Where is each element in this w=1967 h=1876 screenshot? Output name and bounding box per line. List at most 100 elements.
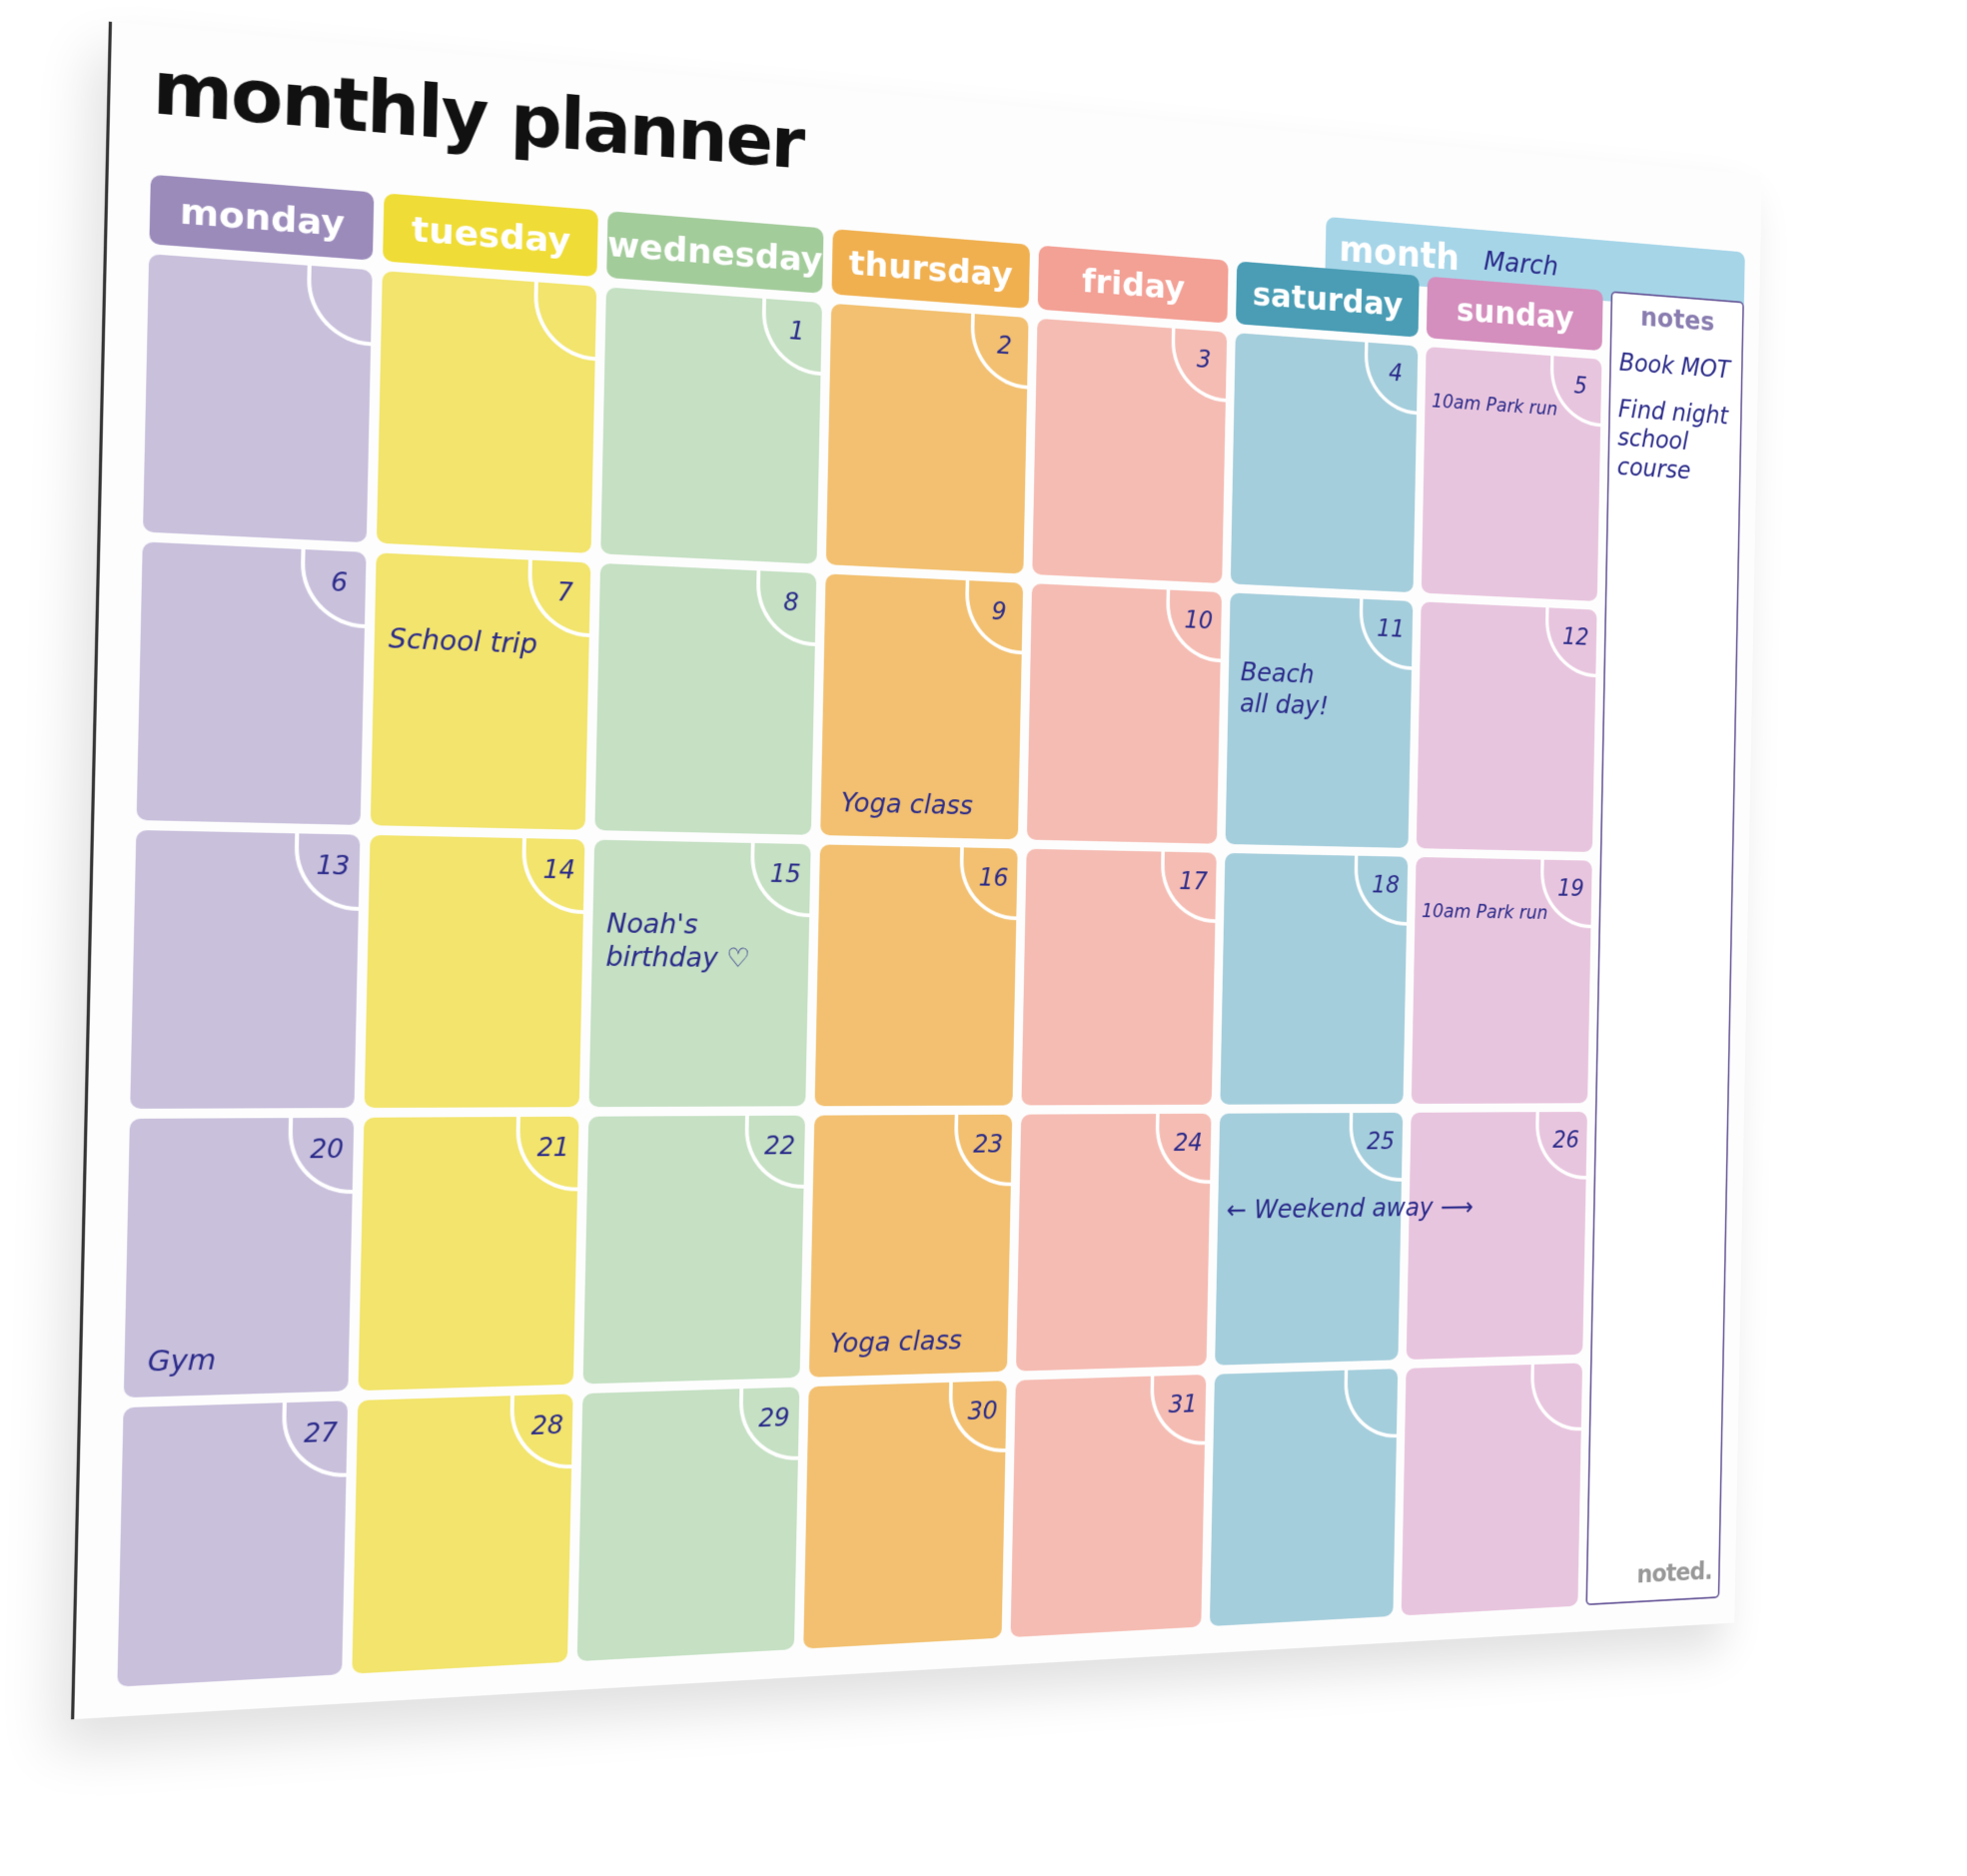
date-number: 27: [303, 1418, 339, 1449]
date-corner: [306, 265, 373, 347]
date-corner: 31: [1149, 1375, 1207, 1447]
day-header-sunday: sunday: [1426, 276, 1603, 352]
day-cell[interactable]: 1: [600, 287, 822, 564]
date-number: 8: [783, 588, 800, 618]
day-cell[interactable]: 22: [582, 1115, 805, 1385]
day-cell[interactable]: 11 Beach all day!: [1225, 592, 1414, 848]
day-cell[interactable]: 2: [825, 303, 1029, 574]
date-number: 23: [972, 1131, 1004, 1160]
day-cell[interactable]: 26: [1406, 1111, 1587, 1361]
date-number: 18: [1372, 871, 1401, 900]
date-corner: 20: [287, 1117, 355, 1195]
date-number: 31: [1168, 1391, 1198, 1419]
day-cell[interactable]: 31: [1010, 1375, 1207, 1638]
notes-panel[interactable]: notes Book MOT Find night school course …: [1585, 291, 1744, 1606]
date-corner: 4: [1363, 342, 1419, 416]
date-corner: 21: [514, 1116, 579, 1193]
day-cell[interactable]: 27: [117, 1401, 349, 1687]
date-number: 25: [1366, 1128, 1396, 1156]
date-number: 1: [788, 317, 805, 347]
date-corner: 6: [299, 548, 367, 628]
date-number: 16: [978, 864, 1009, 893]
date-corner: 13: [293, 833, 361, 911]
date-number: 13: [316, 851, 351, 882]
planner-board: monthly planner month March notes Book M…: [71, 21, 1762, 1720]
date-corner: 22: [743, 1115, 805, 1190]
date-corner: 7: [526, 559, 591, 637]
brand-logo: noted.: [1636, 1556, 1713, 1589]
date-corner: 3: [1170, 328, 1228, 403]
day-cell[interactable]: 30: [802, 1381, 1007, 1649]
date-number: 7: [556, 578, 573, 608]
month-value[interactable]: March: [1483, 245, 1559, 283]
date-corner: 29: [737, 1387, 799, 1462]
day-header-saturday: saturday: [1235, 261, 1420, 338]
date-number: 21: [536, 1134, 570, 1164]
day-cell[interactable]: 12: [1416, 601, 1597, 852]
date-corner: 27: [281, 1401, 349, 1479]
day-cell[interactable]: 23 Yoga class: [808, 1114, 1013, 1378]
day-cell[interactable]: 9 Yoga class: [819, 573, 1023, 840]
day-cell[interactable]: 10: [1026, 583, 1222, 844]
day-cell[interactable]: [143, 254, 373, 543]
handwritten-entry: Yoga class: [829, 1325, 963, 1360]
calendar-grid: notes Book MOT Find night school course …: [117, 174, 1744, 1687]
date-corner: 17: [1159, 851, 1217, 923]
handwritten-entry: 10am Park run: [1421, 900, 1548, 924]
day-cell[interactable]: 24: [1015, 1113, 1212, 1372]
handwritten-entry: Gym: [147, 1343, 217, 1379]
date-number: 24: [1173, 1129, 1203, 1158]
date-number: 9: [991, 597, 1007, 626]
date-corner: 2: [969, 313, 1029, 390]
date-number: 29: [758, 1404, 790, 1433]
day-cell[interactable]: 25 ← Weekend away ⟶: [1214, 1112, 1474, 1366]
day-cell[interactable]: [1209, 1369, 1399, 1627]
handwritten-entry: 10am Park run: [1431, 390, 1558, 421]
date-corner: 18: [1353, 855, 1409, 926]
day-cell[interactable]: 7 School trip: [370, 552, 591, 830]
date-number: 15: [769, 860, 802, 889]
day-cell[interactable]: 28: [352, 1394, 573, 1674]
date-corner: 28: [508, 1394, 573, 1471]
date-corner: 16: [958, 847, 1018, 921]
date-number: 12: [1561, 623, 1589, 651]
date-corner: 15: [748, 842, 811, 918]
day-cell[interactable]: 15 Noah's birthday ♡: [588, 839, 811, 1108]
day-cell[interactable]: 13: [130, 829, 361, 1109]
date-number: 22: [763, 1132, 796, 1161]
day-cell[interactable]: 3: [1031, 318, 1228, 584]
date-number: 28: [530, 1410, 564, 1441]
day-cell[interactable]: [377, 271, 597, 553]
day-cell[interactable]: 19 10am Park run: [1411, 856, 1592, 1104]
note-item: Find night school course: [1616, 394, 1729, 485]
handwritten-entry: Noah's birthday ♡: [605, 907, 751, 974]
day-cell[interactable]: 17: [1021, 848, 1217, 1106]
day-cell[interactable]: 5 10am Park run: [1421, 347, 1602, 601]
day-cell[interactable]: 8: [594, 562, 816, 835]
date-number: 20: [310, 1135, 345, 1166]
planner-title: monthly planner: [151, 45, 805, 186]
day-cell[interactable]: 16: [814, 844, 1018, 1107]
day-cell[interactable]: 20 Gym: [123, 1117, 355, 1399]
date-number: 4: [1389, 360, 1404, 388]
day-cell[interactable]: 29: [576, 1387, 799, 1662]
day-cell[interactable]: 18: [1220, 852, 1409, 1105]
date-corner: [1529, 1363, 1583, 1433]
day-cell[interactable]: 14: [364, 834, 585, 1108]
day-cell[interactable]: [1401, 1363, 1583, 1616]
date-number: 19: [1556, 875, 1584, 903]
date-corner: 30: [947, 1381, 1007, 1454]
date-corner: 26: [1534, 1111, 1587, 1181]
day-cell[interactable]: 4: [1230, 333, 1419, 593]
date-corner: 12: [1544, 607, 1597, 678]
date-number: 11: [1377, 615, 1406, 643]
day-cell[interactable]: 21: [358, 1116, 579, 1392]
date-corner: 24: [1154, 1113, 1212, 1185]
date-number: 26: [1552, 1127, 1580, 1154]
date-number: 30: [967, 1397, 998, 1426]
date-corner: 14: [520, 838, 585, 914]
date-corner: 9: [963, 579, 1023, 655]
day-cell[interactable]: 6: [136, 541, 367, 825]
date-corner: [532, 282, 597, 362]
